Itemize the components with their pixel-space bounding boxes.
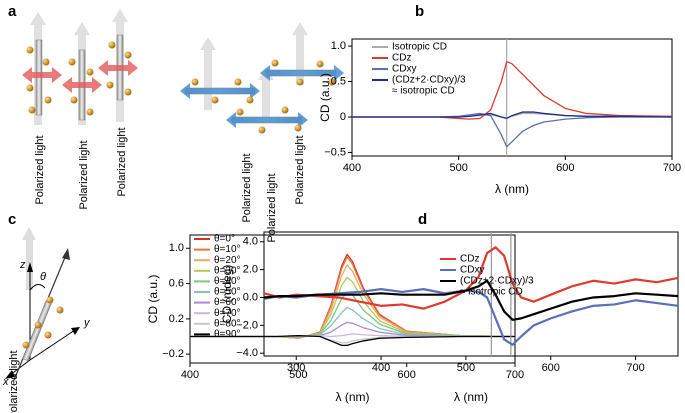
illustration-label: Polarized light — [241, 153, 253, 222]
legend-label: θ=80° — [214, 318, 241, 329]
data-line — [352, 61, 673, 120]
y-axis-title: CD (a.u.) — [318, 73, 332, 122]
legend-label: Isotropic CD — [392, 42, 447, 53]
axis-letter: y — [83, 317, 91, 329]
plot-frame — [351, 38, 673, 157]
y-tick-label: 0.0 — [243, 291, 258, 303]
y-axis-title: CD (a.u.) — [146, 275, 160, 324]
plot-frame — [189, 234, 516, 364]
illustration-label: Polarized light — [294, 135, 306, 204]
x-tick-label: 400 — [343, 162, 361, 174]
illustration-label: Polarized light — [34, 135, 46, 204]
legend-note: ≈ isotropic CD — [392, 86, 455, 97]
x-tick-label: 700 — [663, 162, 681, 174]
data-line — [190, 264, 516, 339]
y-tick-label: 4.0 — [243, 236, 258, 248]
y-tick-label: 0.6 — [169, 277, 184, 289]
y-tick-label: 0.2 — [169, 313, 184, 325]
x-tick-label: 500 — [289, 369, 307, 381]
illustration-label: Polarized light — [8, 350, 20, 413]
y-tick-label: 0 — [340, 111, 346, 123]
legend-label: CDz — [392, 53, 411, 64]
x-tick-label: 300 — [287, 362, 305, 374]
illustration — [22, 9, 344, 134]
x-tick-label: 600 — [542, 362, 560, 374]
x-tick-label: 700 — [626, 362, 644, 374]
y-tick-label: 1.0 — [331, 40, 346, 52]
axes-diagram — [5, 227, 80, 381]
x-tick-label: 700 — [506, 369, 524, 381]
legend-label: θ=20° — [214, 255, 241, 266]
legend-label: CDz — [460, 254, 479, 265]
axis-letter: z — [19, 259, 26, 271]
x-tick-label: 600 — [397, 369, 415, 381]
legend-label: (CDz+2·CDxy)/3 — [460, 276, 534, 287]
y-tick-label: −0.2 — [162, 348, 184, 360]
data-line — [352, 111, 673, 120]
x-tick-label: 400 — [372, 362, 390, 374]
angle-label: θ — [40, 271, 46, 283]
legend-label: θ=0° — [214, 234, 235, 245]
legend-label: CDxy — [460, 265, 484, 276]
illustration-label: Polarized light — [116, 127, 128, 196]
y-tick-label: −4.0 — [236, 347, 258, 359]
data-line — [263, 246, 679, 310]
legend-label: θ=70° — [214, 308, 241, 319]
data-line — [263, 288, 679, 346]
panel-letter: b — [415, 3, 424, 20]
illustration-label: Polarized light — [266, 173, 278, 242]
x-tick-label: 500 — [457, 362, 475, 374]
legend-note: ≈ isotropic CD — [460, 287, 523, 298]
y-tick-label: 0.5 — [331, 75, 346, 87]
y-axis-title: CD (mdeg) — [220, 265, 234, 324]
legend-label: CDxy — [392, 64, 416, 75]
legend-label: (CDz+2·CDxy)/3 — [392, 75, 466, 86]
data-line — [190, 321, 515, 338]
y-tick-label: 2.0 — [243, 264, 258, 276]
legend-label: θ=40° — [214, 276, 241, 287]
data-line — [263, 279, 679, 321]
illustration-label: Polarized light — [78, 140, 90, 209]
x-tick-label: 600 — [556, 162, 574, 174]
legend-label: θ=50° — [214, 287, 241, 298]
x-tick-label: 400 — [181, 369, 199, 381]
data-line — [352, 112, 672, 148]
x-tick-label: 500 — [449, 162, 467, 174]
legend-label: θ=10° — [214, 244, 241, 255]
x-axis-title: λ (nm) — [495, 182, 529, 196]
x-axis-title: λ (nm) — [336, 390, 370, 404]
y-tick-label: 1.0 — [169, 242, 184, 254]
x-axis-title: λ (nm) — [454, 390, 488, 404]
y-tick-label: −2.0 — [236, 319, 258, 331]
legend-label: θ=90° — [214, 329, 241, 340]
panel-letter: c — [8, 211, 16, 228]
legend-label: θ=60° — [214, 297, 241, 308]
axis-letter: x — [2, 376, 9, 388]
legend-label: θ=30° — [214, 265, 241, 276]
data-line — [190, 334, 515, 346]
y-tick-label: −0.5 — [324, 146, 346, 158]
panel-letter: d — [418, 211, 427, 228]
panel-letter: a — [8, 3, 17, 20]
